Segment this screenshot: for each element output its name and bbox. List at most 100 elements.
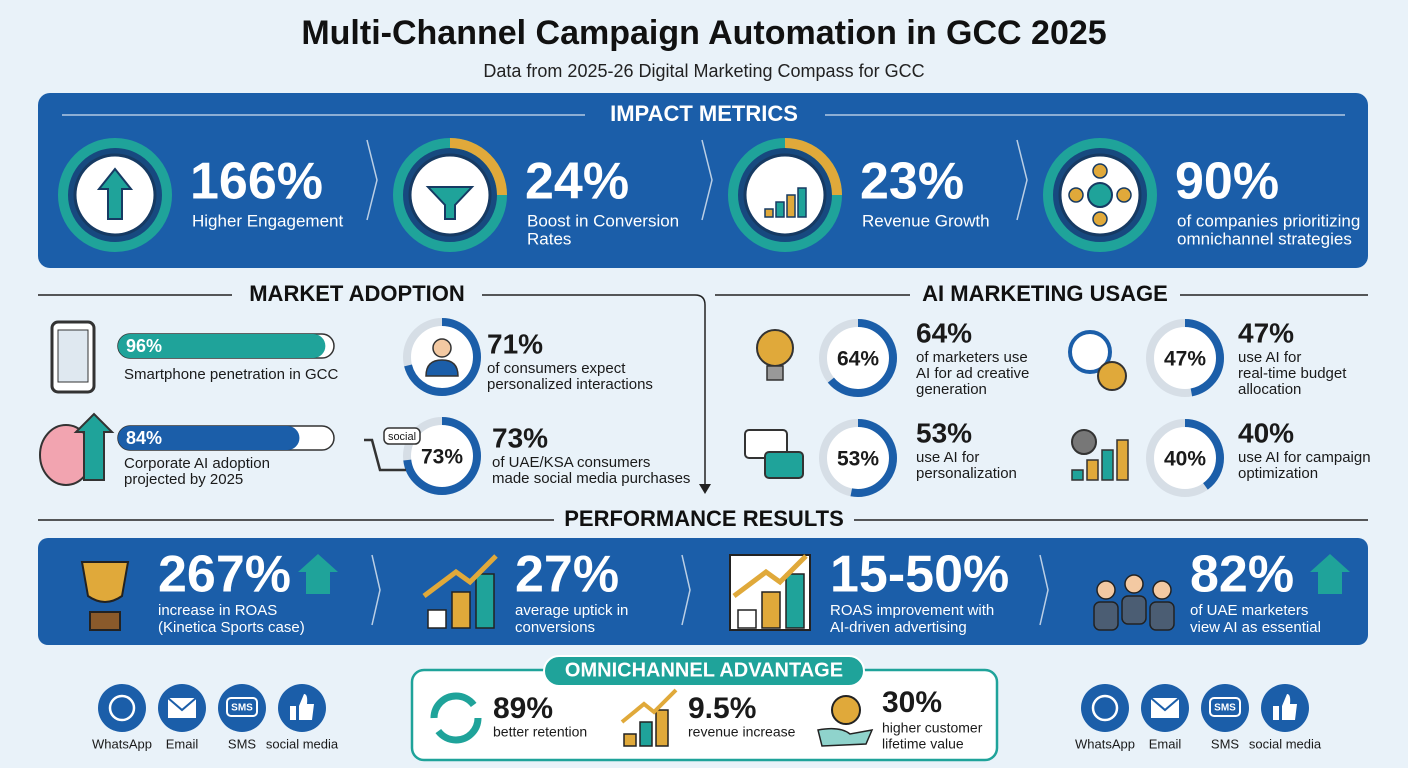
sms-bubble	[226, 697, 258, 717]
metric-value: 27%	[515, 546, 619, 604]
description-line: Higher Engagement	[192, 211, 343, 230]
person-head	[432, 338, 452, 358]
person-head	[1096, 580, 1116, 600]
thumb-glyph	[290, 694, 314, 720]
cart-icon	[364, 438, 406, 472]
description-line: of companies prioritizing	[1177, 211, 1360, 230]
stat-value: 40%	[1238, 417, 1294, 448]
chevron	[366, 139, 378, 221]
description-line: lifetime value	[882, 736, 964, 752]
description-line: allocation	[1238, 381, 1301, 398]
bar-icon	[797, 187, 807, 218]
tag-bubble	[383, 427, 421, 445]
description-line: of UAE marketers	[1190, 602, 1308, 619]
performance-panel	[38, 538, 1368, 645]
description-line: personalized interactions	[487, 376, 653, 393]
description-line: Corporate AI adoption	[124, 455, 270, 472]
money-bag	[1097, 361, 1127, 391]
growth-arrow	[73, 412, 115, 481]
bar-icon	[623, 733, 637, 747]
description-line: view AI as essential	[1190, 619, 1321, 636]
section-title: PERFORMANCE RESULTS	[564, 506, 844, 531]
description-line: use AI for	[1238, 349, 1301, 366]
node-icon	[1116, 187, 1132, 203]
globe-icon	[1087, 182, 1113, 208]
chevron	[1039, 554, 1049, 626]
sms-bubble	[1209, 697, 1241, 717]
description-line: omnichannel strategies	[1177, 229, 1352, 248]
person-head	[1124, 574, 1144, 594]
channel-label: SMS	[228, 736, 257, 751]
section-title: MARKET ADOPTION	[249, 281, 465, 306]
description-line: Rates	[527, 229, 571, 248]
trophy-base	[89, 611, 121, 631]
thumb-glyph	[1273, 694, 1297, 720]
accent-arc	[784, 138, 842, 196]
bar-label: 84%	[126, 428, 162, 448]
bar-icon	[737, 609, 757, 629]
connector	[694, 294, 706, 490]
description-line: Boost in Conversion	[527, 211, 679, 230]
chat-icon	[764, 451, 804, 479]
channel-label: social media	[266, 736, 339, 751]
bar-icon	[1071, 469, 1084, 481]
description-line: made social media purchases	[492, 470, 690, 487]
description-line: conversions	[515, 619, 595, 636]
chevron	[1016, 139, 1028, 221]
bar-icon	[1086, 459, 1099, 481]
email-flap	[1150, 697, 1180, 712]
box-title: OMNICHANNEL ADVANTAGE	[565, 659, 843, 681]
accent-arc	[449, 138, 507, 196]
channel-icon	[1201, 684, 1249, 732]
node-icon	[1092, 211, 1108, 227]
person-body	[1149, 601, 1175, 631]
bar-icon	[475, 573, 495, 629]
panel-title: IMPACT METRICS	[610, 101, 798, 126]
description-line: Smartphone penetration in GCC	[124, 366, 338, 383]
trophy-icon	[80, 561, 130, 603]
stat-value: 89%	[493, 692, 553, 725]
description-line: AI-driven advertising	[830, 619, 967, 636]
bulb-base	[766, 365, 784, 381]
donut-arc	[1146, 319, 1224, 397]
channel-icon	[218, 684, 266, 732]
donut-arc	[819, 319, 897, 397]
description-line: of marketers use	[916, 349, 1028, 366]
metric-value: 166%	[190, 153, 323, 211]
funnel-icon	[425, 186, 475, 220]
arrow-icon	[96, 167, 134, 220]
bar-icon	[1116, 439, 1129, 481]
chevron	[681, 554, 691, 626]
description-line: ROAS improvement with	[830, 602, 994, 619]
sms-glyph: SMS	[231, 703, 253, 714]
stat-value: 64%	[916, 317, 972, 348]
phone-screen	[57, 329, 89, 383]
channel-icon	[98, 684, 146, 732]
node-icon	[1092, 163, 1108, 179]
description-line: personalization	[916, 465, 1017, 482]
donut-arc	[403, 318, 481, 396]
bar-icon	[786, 194, 796, 218]
metric-value: 267%	[158, 546, 291, 604]
description-line: average uptick in	[515, 602, 628, 619]
metric-value: 90%	[1175, 153, 1279, 211]
donut-label: 53%	[837, 448, 879, 471]
channel-label: WhatsApp	[1075, 736, 1135, 751]
description-line: optimization	[1238, 465, 1318, 482]
channel-label: Email	[166, 736, 199, 751]
description-line: of UAE/KSA consumers	[492, 454, 650, 471]
metric-value: 15-50%	[830, 546, 1009, 604]
stat-value: 71%	[487, 328, 543, 359]
person-body	[1093, 601, 1119, 631]
trend-arrow	[732, 554, 808, 598]
page-title: Multi-Channel Campaign Automation in GCC…	[301, 14, 1106, 52]
impact-panel	[38, 93, 1368, 268]
description-line: real-time budget	[1238, 365, 1347, 382]
connector-arrow	[699, 484, 711, 494]
omnichannel-pill	[543, 655, 865, 687]
channel-label: WhatsApp	[92, 736, 152, 751]
description-line: better retention	[493, 724, 587, 740]
email-flap	[167, 697, 197, 712]
description-line: Revenue Growth	[862, 211, 990, 230]
